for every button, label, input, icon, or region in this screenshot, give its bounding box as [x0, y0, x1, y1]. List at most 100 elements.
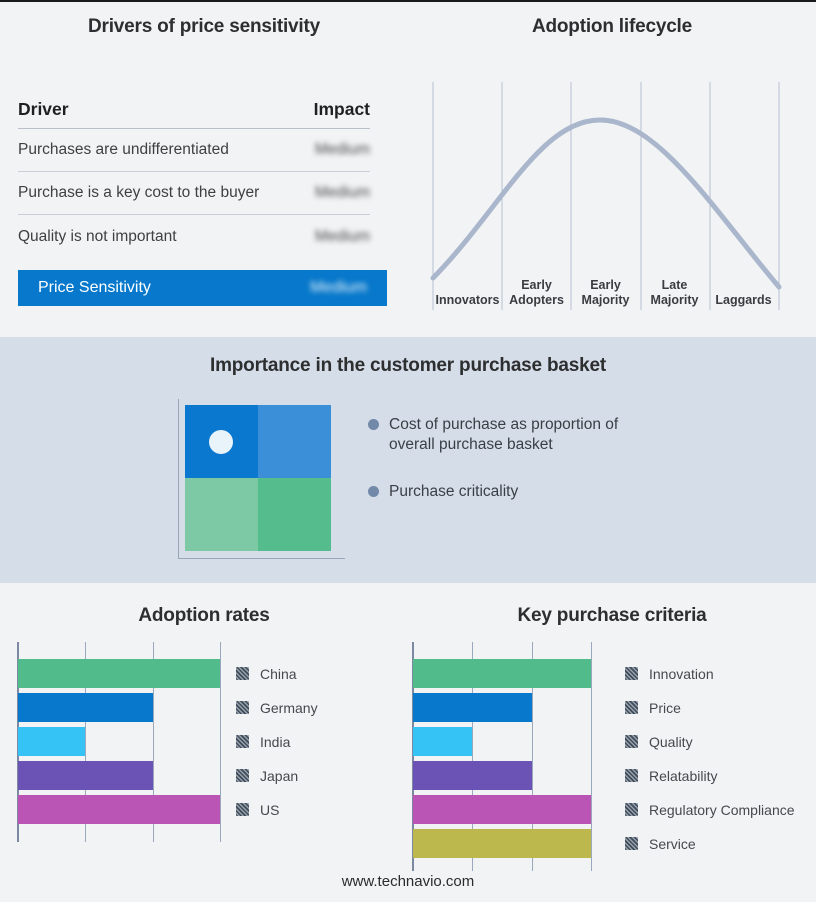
legend-item-price: Price — [625, 693, 795, 722]
bullet-icon — [368, 486, 379, 497]
legend-label: Regulatory Compliance — [649, 801, 795, 818]
legend-swatch-icon — [625, 667, 638, 680]
legend-label: China — [260, 665, 297, 682]
legend-item-innovation: Innovation — [625, 659, 795, 688]
legend-item-china: China — [236, 659, 318, 688]
legend-swatch-icon — [625, 735, 638, 748]
lifecycle-title: Adoption lifecycle — [531, 16, 693, 37]
legend-swatch-icon — [236, 735, 249, 748]
bar-regulatory-compliance — [413, 795, 591, 824]
legend-label: Japan — [260, 767, 299, 784]
list-item: Purchase criticality — [368, 482, 636, 502]
quadrant-top-right — [258, 405, 331, 478]
bar-fill — [413, 693, 532, 722]
bar-us — [18, 795, 220, 824]
lifecycle-gridlines — [432, 82, 780, 310]
quadrant-axis — [178, 399, 345, 559]
highlight-driver-cell: Price Sensitivity — [38, 279, 151, 296]
bar-fill — [413, 795, 591, 824]
gridline — [531, 642, 533, 871]
legend-label: Service — [649, 835, 696, 852]
list-item: Cost of purchase as proportion of overal… — [368, 415, 636, 455]
legend-item-relatability: Relatability — [625, 761, 795, 790]
quadrant-bottom-right — [258, 478, 331, 551]
bar-fill — [413, 727, 473, 756]
legend-label: Price — [649, 699, 681, 716]
impact-cell-blurred: Medium — [314, 184, 370, 201]
stage-label-innovators: Innovators — [435, 293, 500, 307]
bar-germany — [18, 693, 220, 722]
bar-fill — [413, 659, 591, 688]
gridline — [472, 642, 474, 871]
gridline — [152, 642, 154, 842]
legend-label: Quality — [649, 733, 693, 750]
drivers-table-header: Driver Impact — [18, 95, 370, 129]
stage-label-laggards: Laggards — [715, 293, 772, 307]
stage-label-late-majority: Late Majority — [650, 278, 699, 307]
y-axis-line — [412, 642, 414, 871]
top-border — [0, 0, 816, 2]
drivers-title: Drivers of price sensitivity — [87, 16, 320, 37]
legend-item-japan: Japan — [236, 761, 318, 790]
adoption-rates-legend: China Germany India Japan US — [236, 659, 318, 829]
legend-label: India — [260, 733, 291, 750]
bullet-icon — [368, 419, 379, 430]
bar-japan — [18, 761, 220, 790]
purchase-basket-section: Importance in the customer purchase bask… — [0, 337, 816, 583]
gridline — [220, 642, 221, 842]
price-sensitivity-highlight-bar: Price Sensitivity Medium — [18, 270, 387, 306]
legend-swatch-icon — [236, 769, 249, 782]
bar-quality — [413, 727, 591, 756]
key-purchase-criteria-panel: Key purchase criteria Innovation Price Qua… — [408, 583, 816, 902]
legend-swatch-icon — [625, 803, 638, 816]
legend-swatch-icon — [625, 837, 638, 850]
driver-cell: Quality is not important — [18, 227, 177, 245]
driver-column-header: Driver — [18, 99, 69, 119]
stage-label-early-adopters: Early Adopters — [509, 278, 564, 307]
key-purchase-criteria-bars — [413, 642, 591, 858]
key-purchase-criteria-legend: Innovation Price Quality Relatability Regula… — [625, 659, 795, 863]
basket-bullet-list: Cost of purchase as proportion of overal… — [368, 415, 636, 502]
legend-item-service: Service — [625, 829, 795, 858]
drivers-panel: Drivers of price sensitivity Driver Impa… — [0, 2, 408, 337]
adoption-rates-title: Adoption rates — [138, 605, 270, 626]
bar-fill — [18, 727, 86, 756]
quadrant-top-left — [185, 405, 258, 478]
stage-label-early-majority: Early Majority — [581, 278, 630, 307]
table-row: Purchases are undifferentiated Medium — [18, 129, 370, 172]
legend-swatch-icon — [236, 701, 249, 714]
bar-fill — [18, 795, 220, 824]
legend-item-regulatory-compliance: Regulatory Compliance — [625, 795, 795, 824]
top-section: Drivers of price sensitivity Driver Impa… — [0, 2, 816, 337]
legend-item-us: US — [236, 795, 318, 824]
lifecycle-stage-labels: Innovators Early Adopters Early Majority… — [433, 278, 779, 308]
drivers-table: Driver Impact Purchases are undifferenti… — [18, 95, 370, 258]
highlight-impact-cell-blurred: Medium — [310, 279, 367, 296]
legend-item-germany: Germany — [236, 693, 318, 722]
gridline — [85, 642, 87, 842]
gridline — [591, 642, 592, 871]
legend-swatch-icon — [236, 803, 249, 816]
bell-curve-svg — [430, 82, 782, 310]
bullet-text: Purchase criticality — [389, 483, 519, 500]
key-purchase-criteria-chart — [412, 642, 592, 871]
impact-cell-blurred: Medium — [314, 227, 370, 245]
position-dot-icon — [209, 430, 233, 454]
impact-cell-blurred: Medium — [314, 141, 370, 158]
key-purchase-criteria-title: Key purchase criteria — [517, 605, 707, 626]
table-row: Quality is not important Medium — [18, 215, 370, 258]
legend-label: Relatability — [649, 767, 718, 784]
bar-fill — [413, 829, 591, 858]
adoption-rates-bars — [18, 642, 220, 824]
lifecycle-panel: Adoption lifecycle Innovators Early — [408, 2, 816, 337]
legend-item-quality: Quality — [625, 727, 795, 756]
bar-china — [18, 659, 220, 688]
bar-innovation — [413, 659, 591, 688]
driver-cell: Purchase is a key cost to the buyer — [18, 184, 260, 201]
bar-relatability — [413, 761, 591, 790]
bar-service — [413, 829, 591, 858]
bell-curve-line — [430, 117, 782, 290]
website-url: www.technavio.com — [341, 873, 475, 890]
driver-cell: Purchases are undifferentiated — [18, 141, 229, 158]
